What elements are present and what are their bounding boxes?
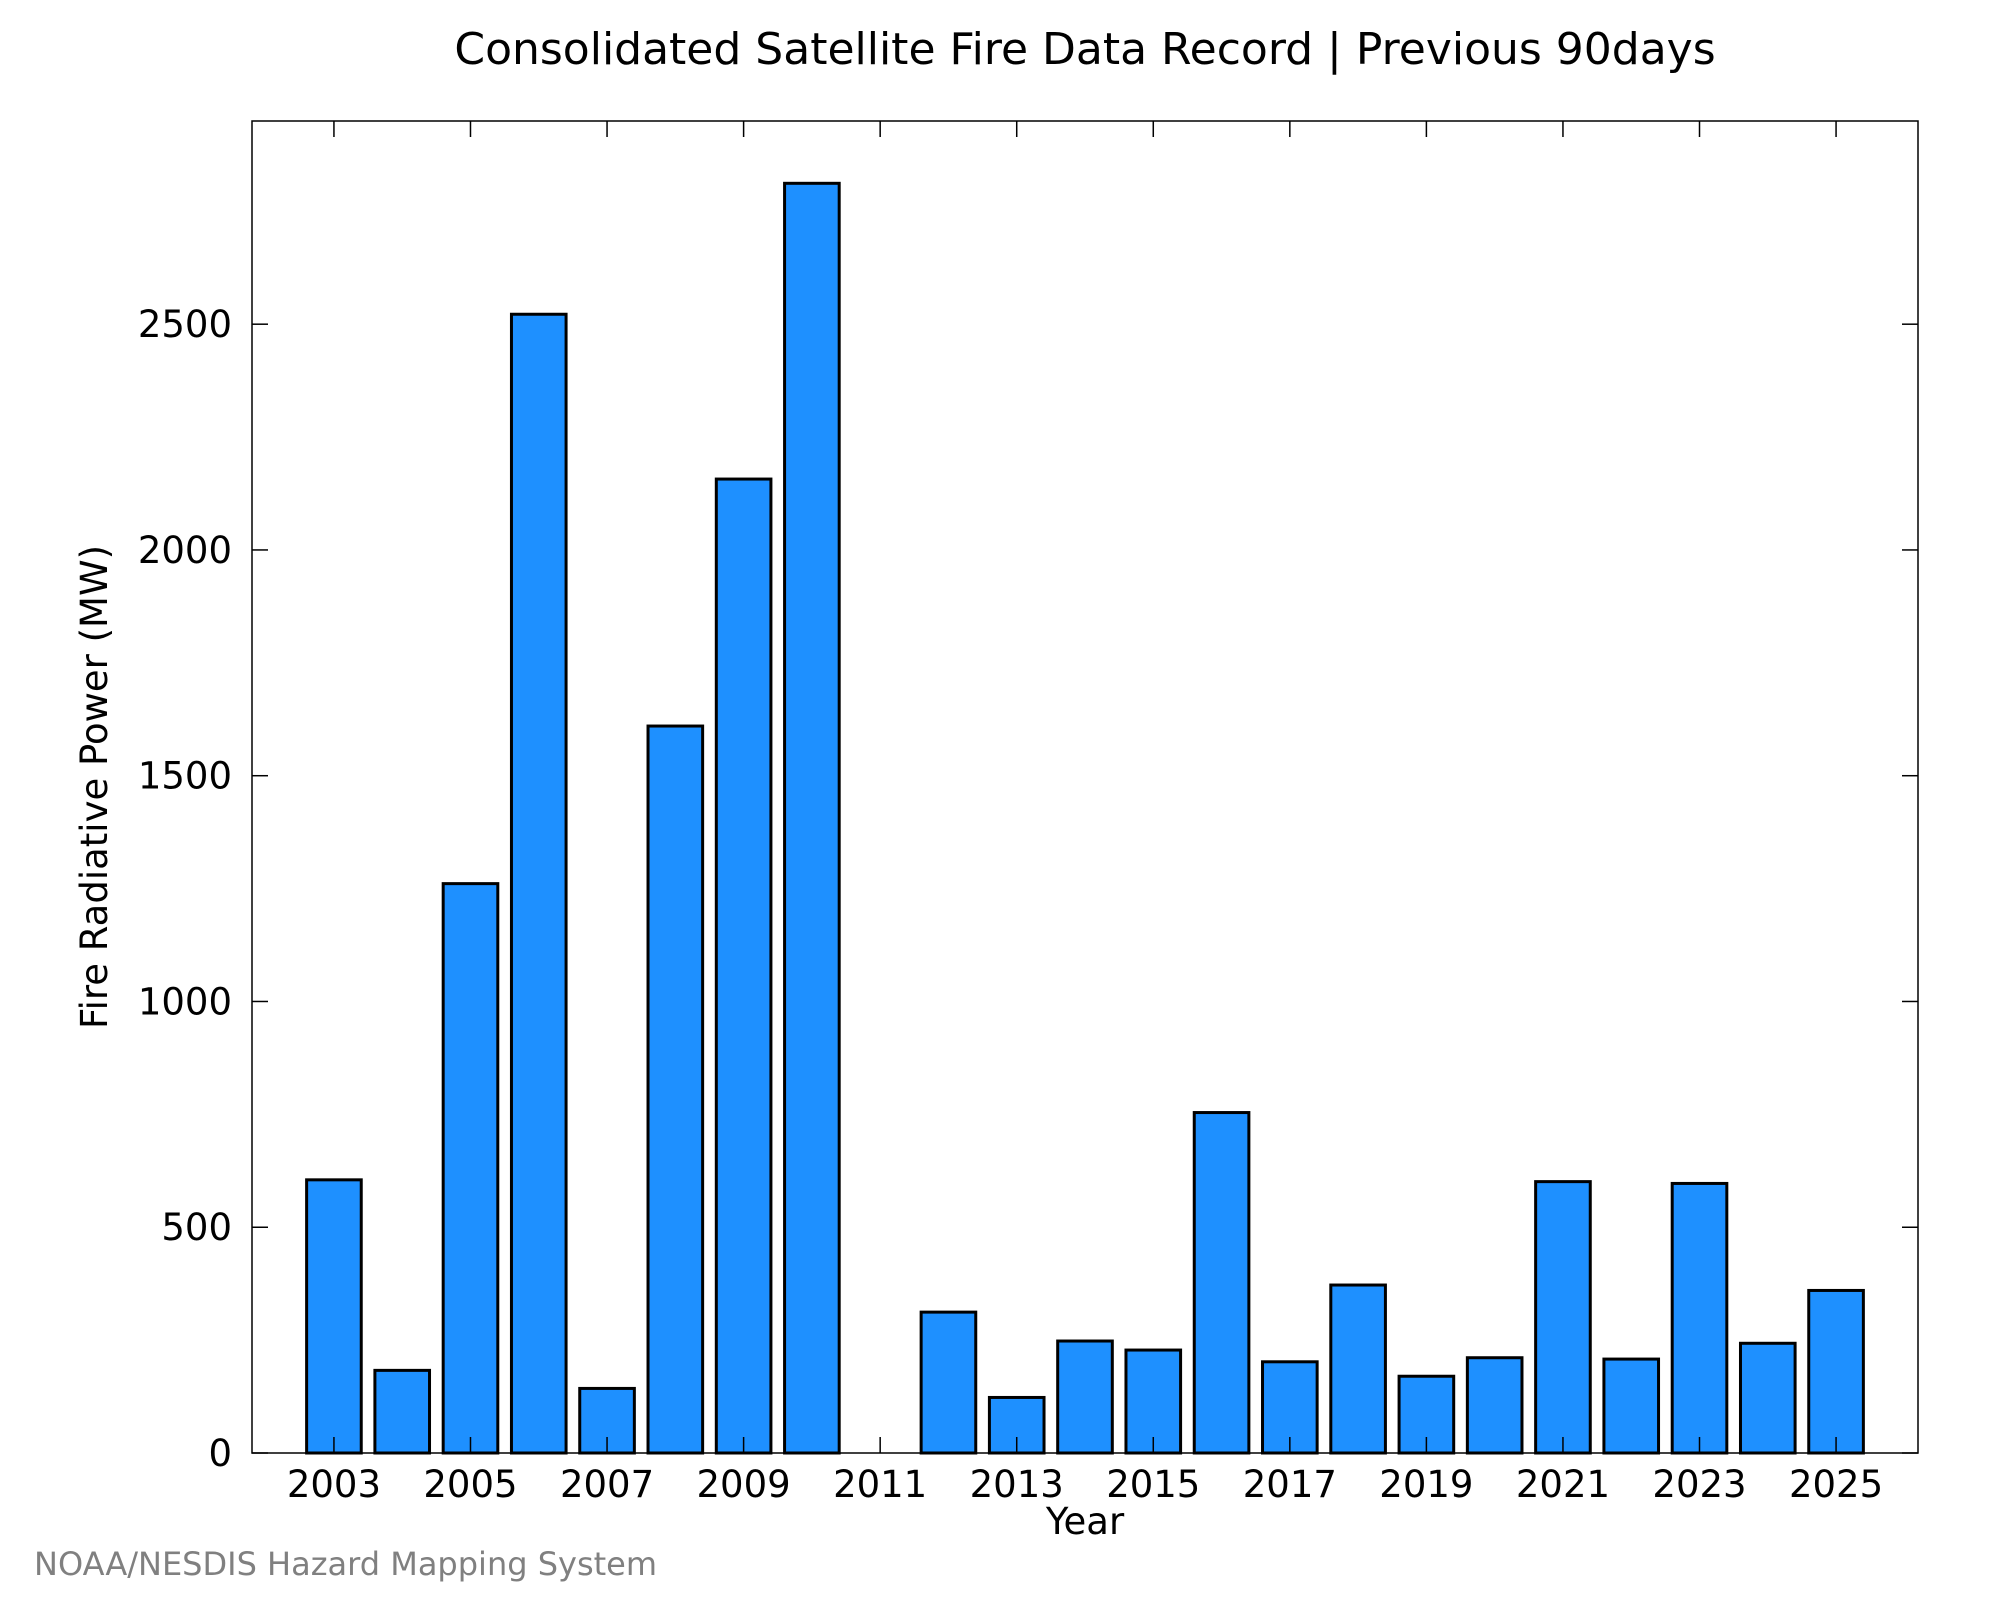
y-tick-label-2500: 2500 (138, 303, 232, 346)
bar-2025 (1807, 1288, 1865, 1455)
y-axis-label: Fire Radiative Power (MW) (73, 545, 116, 1029)
x-axis-label: Year (1045, 1500, 1125, 1543)
bar-2010 (783, 181, 841, 1455)
x-tick-label-2011: 2011 (833, 1463, 927, 1506)
y-tick-labels: 0 500 1000 1500 2000 2500 (138, 303, 232, 1475)
ticks-layer (252, 121, 1918, 1454)
x-tick-label-2017: 2017 (1243, 1463, 1337, 1506)
x-tick-label-2015: 2015 (1106, 1463, 1200, 1506)
bar-2003 (305, 1178, 363, 1455)
x-tick-labels: 2003 2005 2007 2009 2011 2013 2015 2017 2019 2021… (287, 1463, 1883, 1506)
x-tick-label-2007: 2007 (560, 1463, 654, 1506)
bar-2006 (509, 312, 568, 1455)
bar-2024 (1738, 1341, 1797, 1455)
bar-2004 (373, 1368, 432, 1455)
bar-2020 (1465, 1356, 1524, 1455)
x-tick-label-2025: 2025 (1789, 1463, 1883, 1506)
bar-2008 (646, 724, 705, 1455)
x-tick-label-2009: 2009 (697, 1463, 791, 1506)
x-tick-label-2019: 2019 (1379, 1463, 1473, 1506)
bar-2005 (441, 882, 500, 1455)
plot-frame (251, 120, 1919, 1454)
y-tick-label-2000: 2000 (138, 529, 232, 572)
bar-2014 (1056, 1339, 1114, 1455)
x-tick-label-2003: 2003 (287, 1463, 381, 1506)
bar-2018 (1329, 1283, 1387, 1455)
bar-2016 (1192, 1111, 1251, 1455)
chart-title: Consolidated Satellite Fire Data Record … (454, 24, 1715, 75)
y-tick-label-0: 0 (208, 1432, 232, 1475)
bars-layer (305, 181, 1865, 1455)
credit-label: NOAA/NESDIS Hazard Mapping System (34, 1545, 657, 1583)
y-tick-label-1000: 1000 (138, 980, 232, 1023)
y-tick-label-1500: 1500 (138, 755, 232, 798)
bar-2012 (919, 1310, 978, 1455)
x-tick-label-2013: 2013 (970, 1463, 1064, 1506)
bar-2021 (1534, 1180, 1592, 1455)
bar-2023 (1670, 1181, 1729, 1455)
x-tick-label-2005: 2005 (423, 1463, 517, 1506)
x-tick-label-2021: 2021 (1516, 1463, 1610, 1506)
bar-2009 (714, 477, 773, 1455)
bar-2022 (1602, 1357, 1661, 1455)
x-tick-label-2023: 2023 (1652, 1463, 1746, 1506)
y-tick-label-500: 500 (161, 1206, 232, 1249)
